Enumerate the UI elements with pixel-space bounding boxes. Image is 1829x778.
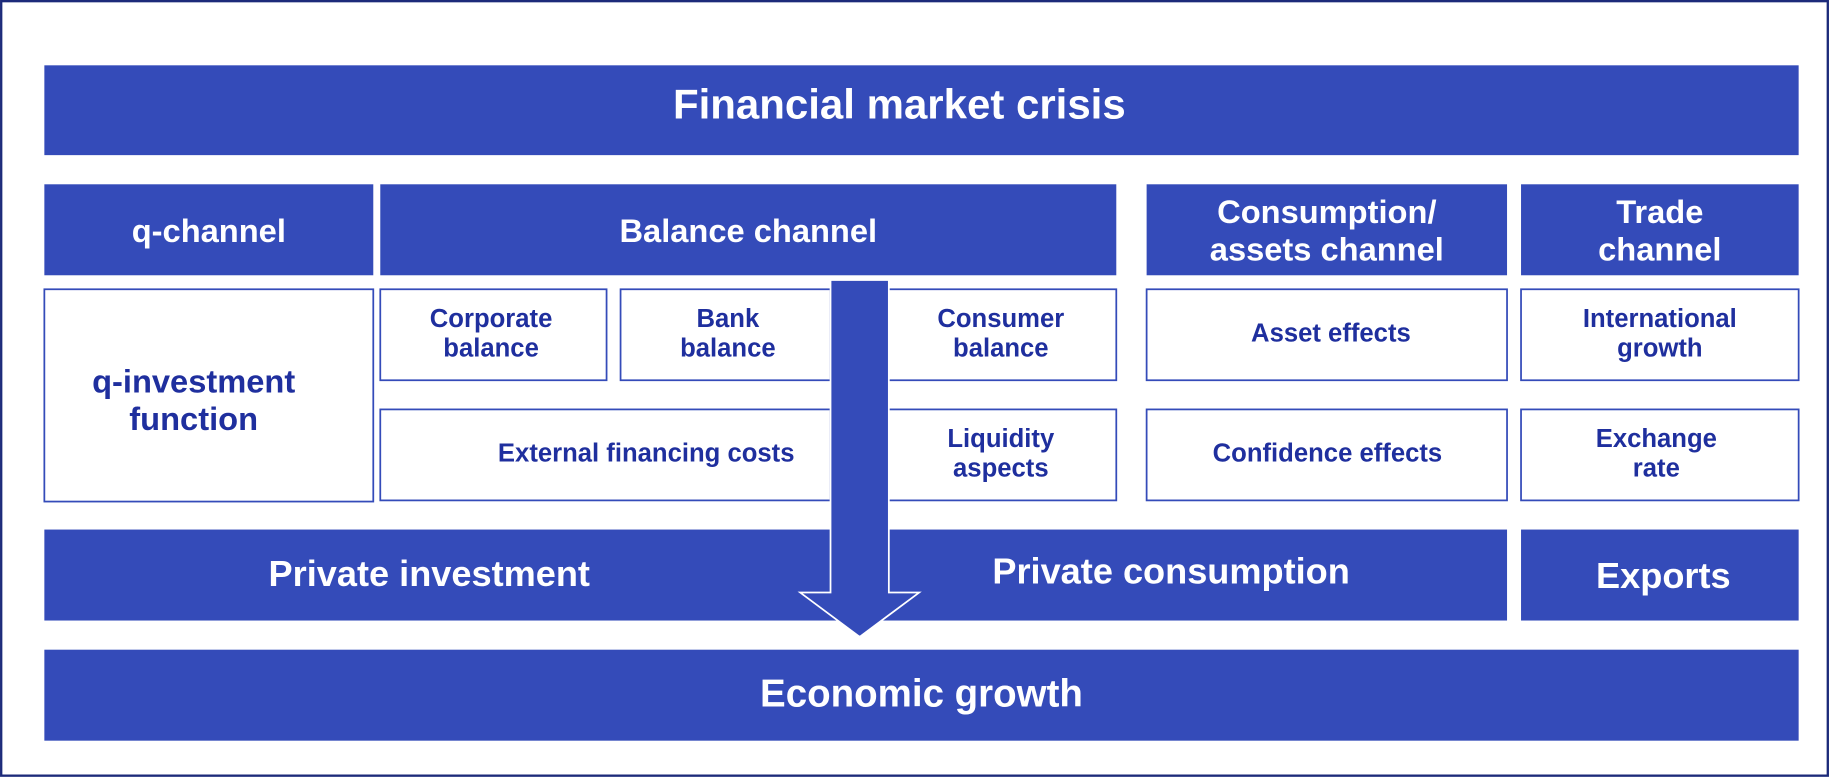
channel-label: q-channel [132,212,286,249]
box-label: balance [953,334,1049,362]
box-label: Asset effects [1251,320,1411,348]
channel-header [44,184,374,276]
box-label: rate [1633,454,1680,482]
channel-label: Trade [1616,193,1703,230]
box [885,288,1118,382]
box [885,408,1118,502]
box-label: Exchange [1596,425,1717,453]
box-label: Bank [696,305,759,333]
channel-label: channel [1598,231,1721,268]
outcome-label: Exports [1596,555,1731,596]
box [43,288,375,503]
box-label: growth [1617,334,1702,362]
outcome-bar [44,529,1508,621]
result: Economic growth [760,673,1083,716]
result-bar [44,649,1799,741]
box [1520,408,1800,502]
box [619,288,832,382]
title: Financial market crisis [673,80,1126,127]
box-label: Confidence effects [1213,440,1443,468]
box-label: International [1583,305,1737,333]
box [379,408,832,502]
box [1145,408,1508,502]
box-label: aspects [953,454,1049,482]
box [379,288,608,382]
channel-label: Balance channel [619,212,877,249]
outcome-label: Private investment [269,553,590,594]
channel-header [1521,184,1799,276]
title-bar [44,65,1799,156]
box-label: Consumer [937,305,1064,333]
arrow [797,279,922,638]
outcome-label: Private consumption [992,550,1349,591]
channel-header [380,184,1117,276]
channel-label: Consumption/ [1217,193,1436,230]
box-label: q-investment [92,362,295,399]
box [1520,288,1800,382]
box-label: balance [680,334,776,362]
outcome-bar [1521,529,1799,621]
channel-header [1146,184,1508,276]
box-label: Liquidity [947,425,1055,453]
box-label: Corporate [430,305,553,333]
channel-label: assets channel [1210,231,1444,268]
box-label: External financing costs [498,440,795,468]
box-label: balance [443,334,539,362]
box-label: function [129,400,258,437]
box [1145,288,1508,382]
